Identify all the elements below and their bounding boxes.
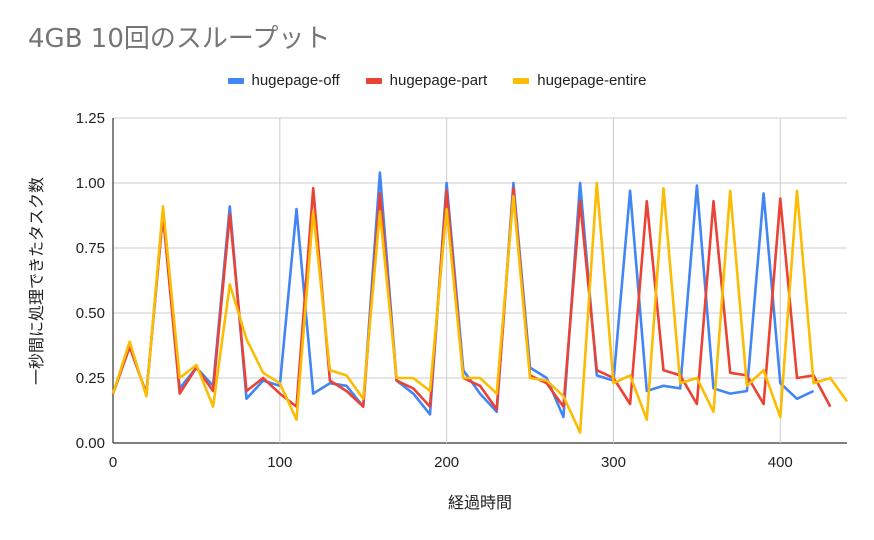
legend-label: hugepage-off bbox=[251, 72, 340, 89]
series-lines bbox=[111, 171, 849, 434]
legend-item-hugepage-part[interactable]: hugepage-part bbox=[365, 72, 488, 89]
x-tick-label: 100 bbox=[267, 454, 292, 471]
series-line-hugepage-entire bbox=[111, 181, 849, 434]
legend-item-hugepage-entire[interactable]: hugepage-entire bbox=[513, 72, 647, 89]
legend-swatch-yellow bbox=[513, 77, 530, 84]
x-tick-label: 300 bbox=[601, 454, 626, 471]
y-tick-label: 1.00 bbox=[76, 175, 105, 192]
legend-item-hugepage-off[interactable]: hugepage-off bbox=[227, 72, 340, 89]
legend-swatch-red bbox=[365, 77, 382, 84]
y-tick-label: 0.75 bbox=[76, 240, 105, 257]
legend-label: hugepage-entire bbox=[537, 72, 647, 89]
y-tick-label: 0.00 bbox=[76, 435, 105, 452]
x-tick-label: 400 bbox=[768, 454, 793, 471]
x-axis-title: 経過時間 bbox=[448, 493, 512, 512]
y-tick-label: 0.25 bbox=[76, 370, 105, 387]
legend-swatch-blue bbox=[227, 77, 244, 84]
legend-label: hugepage-part bbox=[389, 72, 488, 89]
y-tick-label: 0.50 bbox=[76, 305, 105, 322]
chart-title: 4GB 10回のスループット bbox=[28, 24, 331, 54]
y-axis-title: 一秒間に処理できたタスク数 bbox=[27, 177, 46, 385]
x-tick-label: 200 bbox=[434, 454, 459, 471]
series-line-hugepage-off bbox=[111, 171, 815, 419]
y-tick-label: 1.25 bbox=[76, 110, 105, 127]
tick-labels: 0.00 0.25 0.50 0.75 1.00 1.25 0 100 200 300 400 bbox=[76, 110, 793, 471]
series-line-hugepage-part bbox=[111, 186, 832, 411]
legend: hugepage-off hugepage-part hugepage-enti… bbox=[0, 72, 874, 89]
x-tick-label: 0 bbox=[109, 454, 117, 471]
